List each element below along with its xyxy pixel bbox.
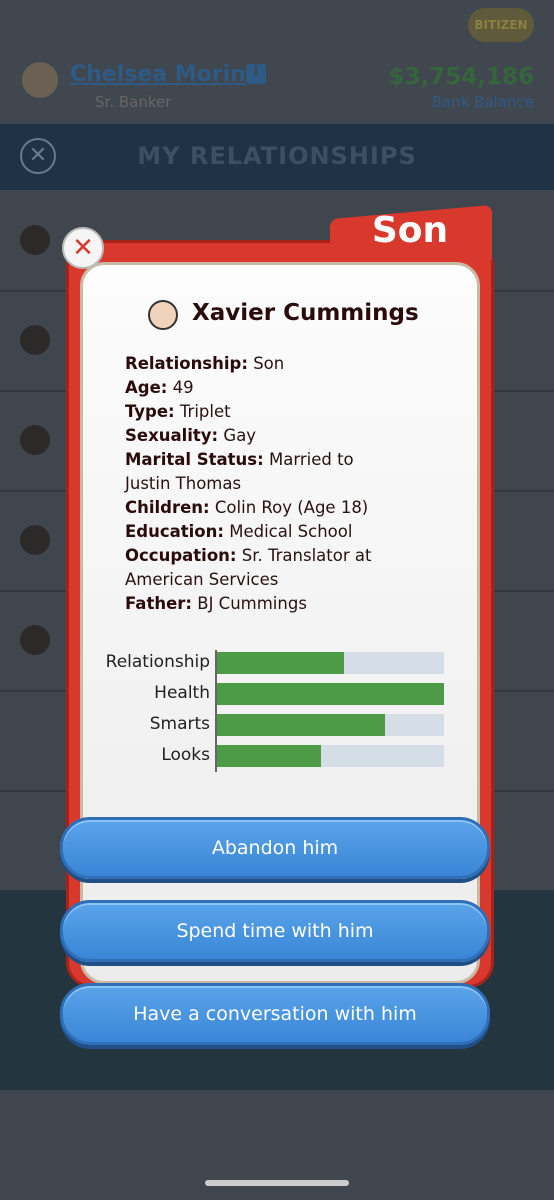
detail-value: Son <box>253 354 285 373</box>
detail-row: Father: BJ Cummings <box>125 592 375 616</box>
stat-label: Smarts <box>149 714 210 734</box>
detail-label: Occupation: <box>125 546 237 565</box>
detail-label: Relationship: <box>125 354 248 373</box>
stat-track <box>217 714 444 736</box>
player-name[interactable]: Chelsea Morin <box>70 62 246 87</box>
stats-axis <box>215 650 217 772</box>
stat-bar <box>217 652 345 674</box>
detail-value: Medical School <box>229 522 353 541</box>
stat-track <box>217 652 444 674</box>
detail-row: Sexuality: Gay <box>125 424 375 448</box>
badge: BITIZEN <box>468 8 534 42</box>
modal-tag: Son <box>371 210 449 251</box>
detail-row: Occupation: Sr. Translator at American S… <box>125 544 375 592</box>
close-modal[interactable]: ✕ <box>62 227 104 269</box>
action-button[interactable]: Abandon him <box>60 817 490 879</box>
detail-row: Type: Triplet <box>125 400 375 424</box>
close-list[interactable]: ✕ <box>20 138 56 174</box>
action-button[interactable]: Have a conversation with him <box>60 983 490 1045</box>
avatar <box>22 62 58 98</box>
detail-label: Education: <box>125 522 224 541</box>
detail-value: Sr. Translator at American Services <box>125 546 372 589</box>
person-icon <box>148 300 178 330</box>
title-bar <box>0 124 554 190</box>
top-bar <box>0 0 554 120</box>
person-name: Xavier Cummings <box>192 300 419 326</box>
stat-track <box>217 683 444 705</box>
detail-row: Age: 49 <box>125 376 375 400</box>
stat-label: Looks <box>161 745 210 765</box>
detail-row: Marital Status: Married to Justin Thomas <box>125 448 375 496</box>
detail-value: Married to Justin Thomas <box>125 450 354 493</box>
detail-value: Gay <box>223 426 257 445</box>
detail-value: Triplet <box>179 402 231 421</box>
balance-label: Bank Balance <box>431 93 534 111</box>
detail-label: Marital Status: <box>125 450 264 469</box>
stat-bar <box>217 745 322 767</box>
detail-row: Relationship: Son <box>125 352 375 376</box>
player-role: Sr. Banker <box>95 93 172 111</box>
stat-bar <box>217 683 444 705</box>
home-indicator <box>205 1180 349 1186</box>
detail-label: Children: <box>125 498 210 517</box>
stat-track <box>217 745 444 767</box>
balance: $3,754,186 <box>388 64 534 90</box>
stat-bar <box>217 714 385 736</box>
detail-value: 49 <box>172 378 194 397</box>
stat-label: Health <box>154 683 210 703</box>
detail-row: Education: Medical School <box>125 520 375 544</box>
detail-label: Type: <box>125 402 175 421</box>
detail-label: Sexuality: <box>125 426 219 445</box>
detail-value: BJ Cummings <box>197 594 307 613</box>
detail-row: Children: Colin Roy (Age 18) <box>125 496 375 520</box>
stat-label: Relationship <box>105 652 210 672</box>
info-icon[interactable]: i <box>246 64 266 84</box>
detail-value: Colin Roy (Age 18) <box>214 498 369 517</box>
page-title: MY RELATIONSHIPS <box>137 142 417 170</box>
action-button[interactable]: Spend time with him <box>60 900 490 962</box>
detail-label: Father: <box>125 594 192 613</box>
detail-label: Age: <box>125 378 168 397</box>
